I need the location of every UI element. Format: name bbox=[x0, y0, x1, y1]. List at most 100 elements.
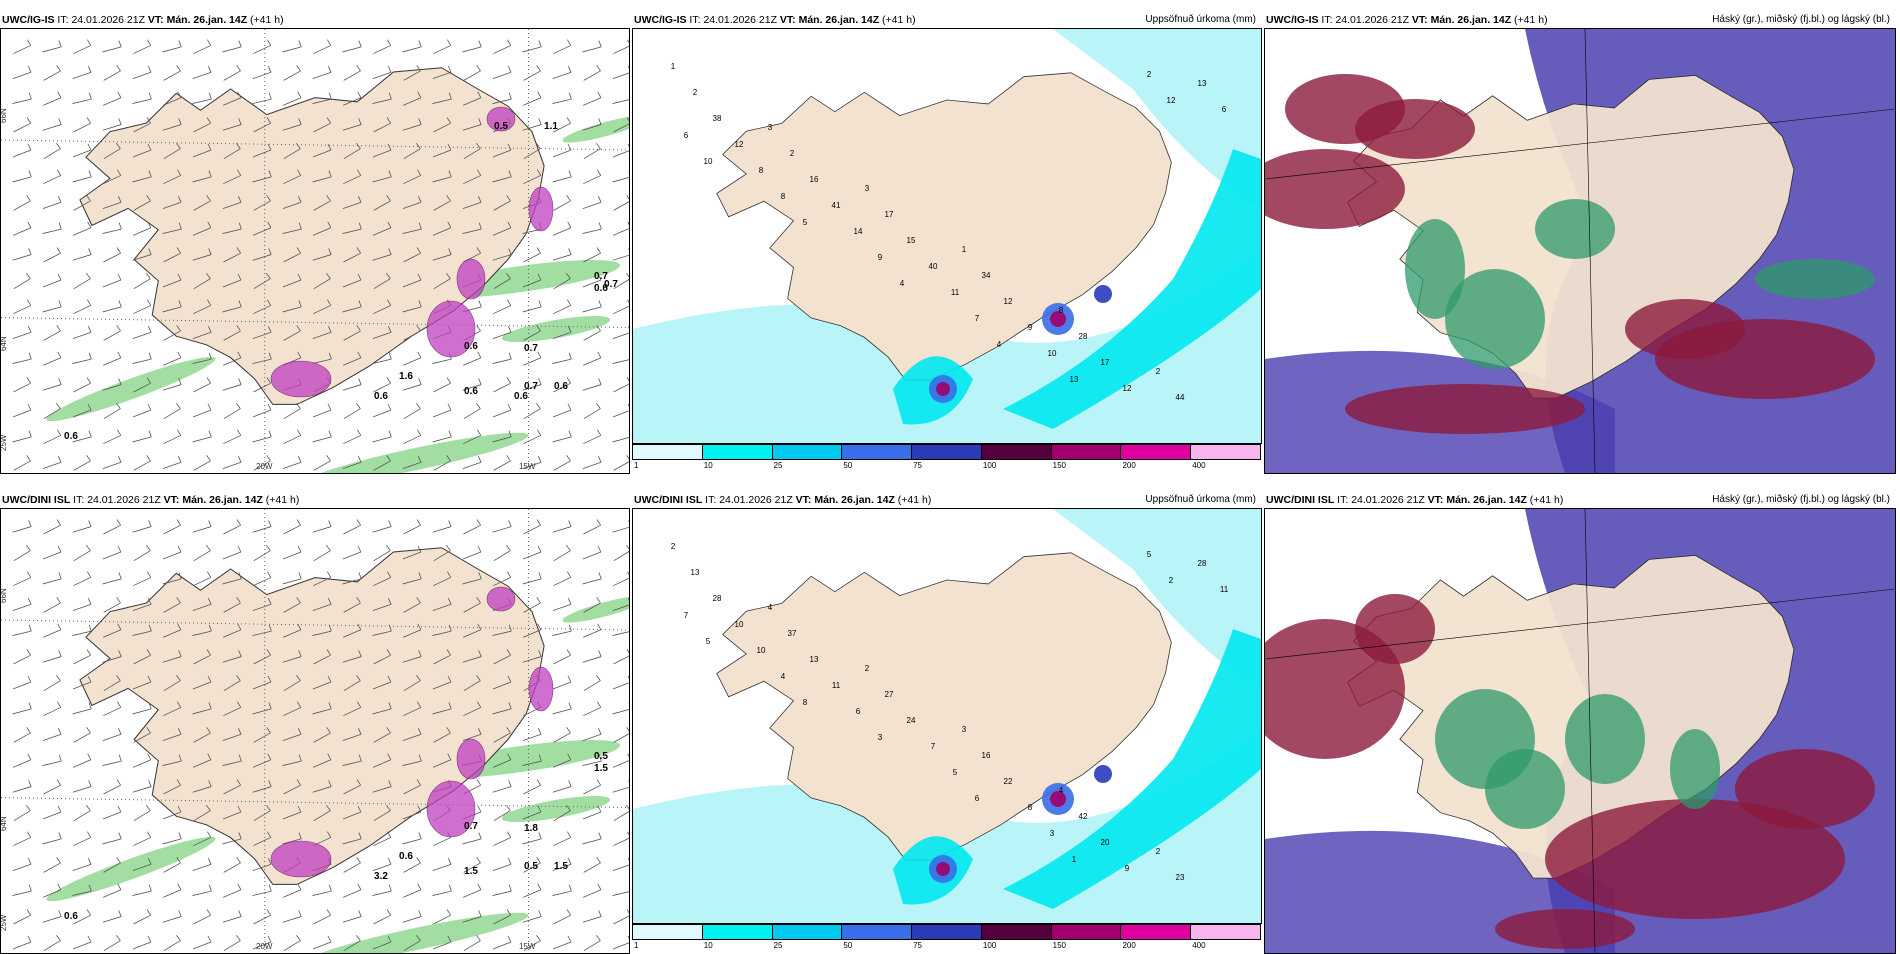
wind-barb-flag bbox=[206, 195, 211, 202]
wind-barb bbox=[13, 117, 31, 133]
wind-barb bbox=[43, 597, 61, 613]
wind-barb-staff bbox=[523, 524, 541, 535]
wind-barb-staff bbox=[432, 630, 452, 636]
wind-barb bbox=[163, 701, 182, 717]
wind-barb-flag bbox=[58, 572, 62, 579]
wind-barb-staff bbox=[343, 680, 361, 692]
wind-barb-flag bbox=[568, 92, 572, 100]
wind-barb-staff bbox=[133, 550, 151, 562]
wind-barb bbox=[582, 883, 602, 898]
wind-barb-flag bbox=[118, 910, 122, 917]
wind-barb bbox=[402, 728, 422, 742]
wind-barb-staff bbox=[282, 811, 302, 820]
wind-barb bbox=[462, 572, 482, 585]
wind-barb-flag bbox=[87, 143, 92, 151]
wind-barb-flag bbox=[26, 727, 31, 734]
wind-barb bbox=[553, 273, 571, 290]
wind-barb-staff bbox=[343, 602, 361, 613]
wind-barb-staff bbox=[43, 408, 61, 420]
wind-barb bbox=[372, 170, 392, 183]
wind-barb-staff bbox=[132, 436, 152, 443]
wind-barb bbox=[403, 247, 421, 263]
vt-label: VT: bbox=[779, 14, 796, 26]
wind-barb bbox=[193, 299, 212, 315]
precip-value-label: 10 bbox=[757, 646, 766, 655]
wind-barb bbox=[552, 326, 572, 340]
wind-barb-staff bbox=[102, 97, 122, 106]
wind-barb-flag bbox=[537, 273, 542, 281]
wind-barb-staff bbox=[553, 810, 571, 822]
wind-barb-flag bbox=[418, 300, 422, 307]
wind-barb-flag bbox=[57, 429, 62, 436]
wind-barb bbox=[102, 91, 122, 106]
wind-barb-staff bbox=[283, 680, 301, 692]
wind-barb-staff bbox=[582, 461, 602, 470]
wind-barb-staff bbox=[342, 838, 362, 845]
wind-barb-flag bbox=[177, 701, 182, 708]
wind-barb-flag bbox=[626, 377, 629, 384]
wind-barb-flag bbox=[328, 520, 332, 527]
wind-barb bbox=[162, 351, 182, 366]
wind-barb-flag bbox=[58, 118, 62, 125]
wind-barb bbox=[73, 299, 92, 315]
wind-barb bbox=[342, 728, 362, 742]
wind-barb-flag bbox=[86, 727, 91, 734]
wind-barb bbox=[162, 728, 182, 742]
wind-barb-flag bbox=[326, 805, 331, 811]
precip-value-label: 11 bbox=[832, 681, 841, 690]
wind-barb-flag bbox=[147, 598, 152, 605]
wind-barb-flag bbox=[147, 326, 152, 333]
wind-barb-staff bbox=[462, 551, 482, 560]
wind-barb-staff bbox=[432, 176, 452, 183]
wind-barb-staff bbox=[282, 461, 302, 470]
wind-barb bbox=[402, 196, 422, 210]
wind-barb bbox=[432, 598, 452, 612]
wind-barb-flag bbox=[178, 40, 182, 47]
wind-barb-staff bbox=[463, 862, 481, 873]
wind-barb bbox=[43, 403, 61, 420]
wind-barb-flag bbox=[448, 884, 452, 892]
wind-barb bbox=[12, 66, 32, 80]
wind-barb-staff bbox=[43, 680, 61, 692]
wind-barb-flag bbox=[297, 545, 302, 553]
wind-barb bbox=[463, 675, 481, 692]
wind-barb bbox=[223, 143, 241, 160]
wind-barb bbox=[343, 701, 362, 717]
wind-barb-staff bbox=[222, 306, 242, 313]
wind-barb bbox=[192, 326, 212, 340]
wind-barb-staff bbox=[312, 409, 332, 418]
wind-barb-flag bbox=[416, 675, 421, 681]
wind-barb-staff bbox=[222, 97, 242, 106]
wind-barb-staff bbox=[252, 176, 272, 183]
panel-subtitle: Uppsöfnuð úrkoma (mm) bbox=[1145, 14, 1256, 25]
wind-barb-staff bbox=[612, 708, 629, 715]
wind-barb bbox=[192, 248, 212, 261]
wind-barb-staff bbox=[102, 760, 122, 766]
wind-barb bbox=[582, 754, 602, 766]
wind-barb-staff bbox=[313, 550, 331, 562]
wind-barb bbox=[73, 831, 92, 847]
wind-barb-staff bbox=[42, 97, 62, 106]
wind-barb-flag bbox=[327, 403, 332, 411]
wind-barb-staff bbox=[493, 278, 511, 290]
it-label: IT: bbox=[705, 494, 717, 506]
wind-barb-staff bbox=[253, 460, 271, 471]
wind-barb-staff bbox=[43, 435, 61, 445]
wind-barb bbox=[403, 597, 421, 613]
wind-barb-flag bbox=[117, 545, 122, 553]
wind-barb-flag bbox=[357, 701, 362, 708]
wind-barb-flag bbox=[626, 273, 629, 279]
wind-barb-flag bbox=[388, 248, 392, 255]
wind-barb-flag bbox=[538, 300, 542, 307]
wind-barb-flag bbox=[58, 300, 62, 307]
wind-barb-staff bbox=[342, 656, 362, 663]
wind-barb bbox=[402, 456, 422, 470]
wind-barb-flag bbox=[566, 727, 571, 734]
wind-barb-flag bbox=[328, 248, 332, 255]
wind-barb-staff bbox=[432, 681, 452, 690]
wind-barb-flag bbox=[537, 429, 542, 436]
wind-barb-flag bbox=[626, 455, 629, 462]
wind-barb-staff bbox=[552, 941, 572, 950]
wind-barb-flag bbox=[626, 545, 629, 551]
wind-barb bbox=[193, 117, 211, 133]
